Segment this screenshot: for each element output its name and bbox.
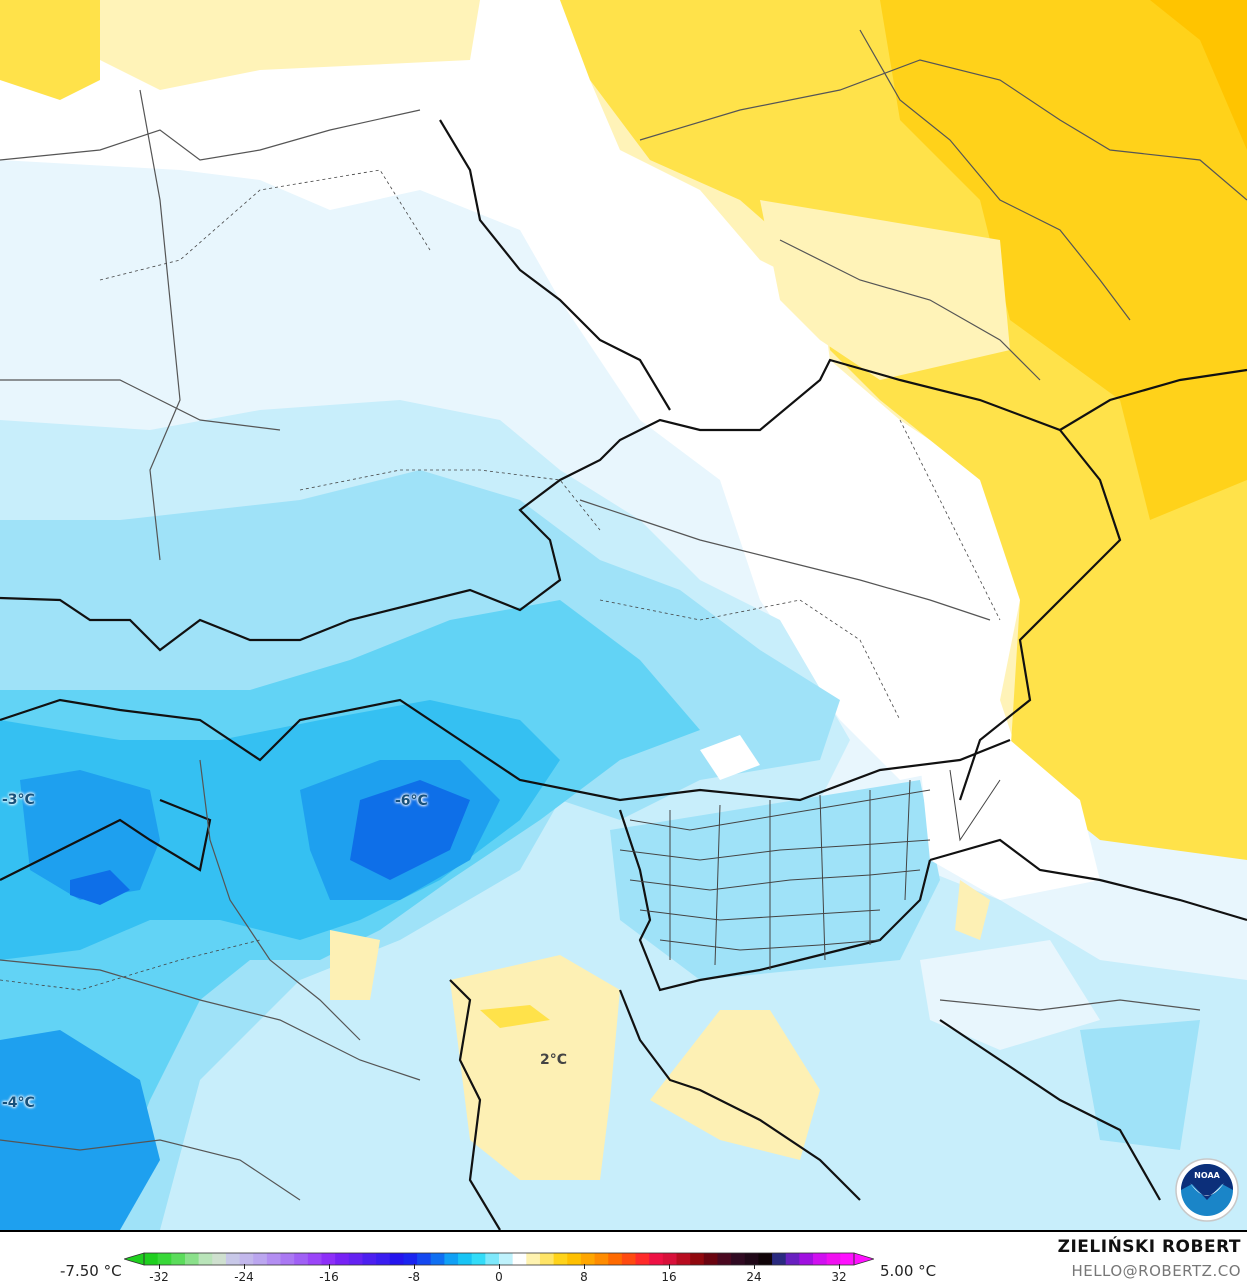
tick-label: -32 xyxy=(149,1270,169,1284)
author-email[interactable]: HELLO@ROBERTZ.CO xyxy=(1071,1262,1241,1280)
tick-label: -8 xyxy=(408,1270,420,1284)
anomaly-label: 2°C xyxy=(540,1052,568,1068)
tick-mark xyxy=(754,1264,755,1269)
tick-label: -24 xyxy=(234,1270,254,1284)
tick-label: 32 xyxy=(831,1270,847,1284)
author-name: ZIELIŃSKI ROBERT xyxy=(1057,1237,1241,1257)
tick-mark xyxy=(584,1264,585,1269)
legend-max-value: 5.00 °C xyxy=(880,1262,937,1280)
tick-label: 8 xyxy=(580,1270,588,1284)
map-fill: NOAA xyxy=(0,0,1247,1230)
tick-mark xyxy=(499,1264,500,1269)
anomaly-label: -4°C xyxy=(2,1095,35,1111)
anomaly-label: -3°C xyxy=(2,792,35,808)
tick-label: 16 xyxy=(661,1270,677,1284)
legend-min-value: -7.50 °C xyxy=(60,1262,122,1280)
tick-label: 0 xyxy=(495,1270,503,1284)
temperature-anomaly-map[interactable]: NOAA -3°C -6°C -4°C 2°C xyxy=(0,0,1247,1232)
colorbar xyxy=(124,1252,874,1266)
tick-mark xyxy=(839,1264,840,1269)
tick-mark xyxy=(669,1264,670,1269)
tick-mark xyxy=(244,1264,245,1269)
svg-text:NOAA: NOAA xyxy=(1194,1171,1220,1180)
colorbar-legend: -7.50 °C -32 -24 -16 -8 0 8 16 24 32 5.00 °C ZIE… xyxy=(0,1232,1247,1287)
tick-mark xyxy=(159,1264,160,1269)
tick-label: -16 xyxy=(319,1270,339,1284)
noaa-logo: NOAA xyxy=(1175,1158,1239,1222)
anomaly-label: -6°C xyxy=(395,793,428,809)
tick-mark xyxy=(329,1264,330,1269)
tick-label: 24 xyxy=(746,1270,762,1284)
tick-mark xyxy=(414,1264,415,1269)
